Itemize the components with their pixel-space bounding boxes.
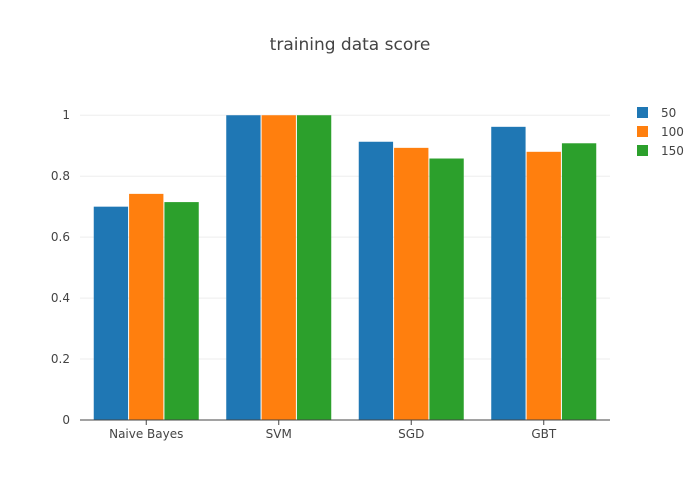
bar-150-naive-bayes[interactable] (164, 202, 199, 420)
bar-150-gbt[interactable] (561, 143, 597, 420)
bar-50-gbt[interactable] (491, 126, 526, 421)
y-tick-label: 0.8 (51, 169, 70, 183)
x-axis: Naive Bayes SVM SGD GBT (80, 419, 610, 441)
x-tick-label: SVM (266, 427, 292, 441)
y-tick-label: 0 (62, 413, 70, 427)
x-tick-label: Naive Bayes (109, 427, 183, 441)
bar-100-svm[interactable] (261, 115, 296, 420)
bars (93, 115, 597, 421)
bar-50-svm[interactable] (226, 115, 261, 420)
legend-swatch (637, 126, 648, 137)
y-tick-label: 0.2 (51, 352, 70, 366)
bar-50-naive-bayes[interactable] (93, 206, 129, 420)
legend-label: 50 (661, 106, 676, 120)
legend-item-150[interactable]: 150 (637, 144, 684, 158)
legend-label: 150 (661, 144, 684, 158)
legend-item-100[interactable]: 100 (637, 125, 684, 139)
y-tick-label: 1 (62, 108, 70, 122)
bar-100-naive-bayes[interactable] (129, 193, 164, 420)
bar-50-sgd[interactable] (358, 141, 394, 420)
legend-label: 100 (661, 125, 684, 139)
bar-150-sgd[interactable] (429, 158, 464, 420)
y-axis: 0 0.2 0.4 0.6 0.8 1 (51, 108, 70, 427)
legend-item-50[interactable]: 50 (637, 106, 676, 120)
bar-100-sgd[interactable] (394, 147, 429, 420)
bar-150-svm[interactable] (296, 115, 332, 420)
chart-title: training data score (270, 35, 431, 55)
legend[interactable]: 50 100 150 (637, 106, 684, 158)
x-tick-label: SGD (398, 427, 424, 441)
y-tick-label: 0.4 (51, 291, 70, 305)
legend-swatch (637, 145, 648, 156)
bar-100-gbt[interactable] (526, 151, 561, 421)
y-tick-label: 0.6 (51, 230, 70, 244)
x-tick-label: GBT (531, 427, 557, 441)
legend-swatch (637, 107, 648, 118)
